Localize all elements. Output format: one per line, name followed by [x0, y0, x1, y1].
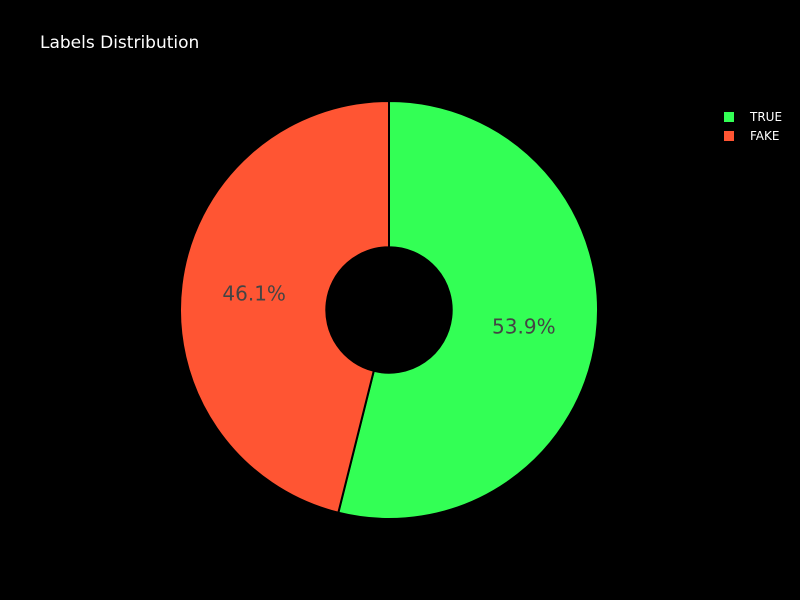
legend-item-fake[interactable]: FAKE: [724, 126, 782, 145]
legend-swatch-fake: [724, 130, 734, 141]
legend-label-fake: FAKE: [750, 128, 780, 143]
pie-slice-fake[interactable]: [179, 99, 390, 514]
slice-label-fake: 46.1%: [222, 281, 286, 305]
pie-slice-true[interactable]: [337, 99, 599, 520]
legend-swatch-true: [724, 111, 734, 122]
slice-label-true: 53.9%: [492, 315, 556, 339]
legend-item-true[interactable]: TRUE: [724, 107, 782, 126]
legend: TRUE FAKE: [724, 107, 782, 145]
legend-label-true: TRUE: [750, 109, 783, 124]
chart-title: Labels Distribution: [40, 33, 200, 53]
